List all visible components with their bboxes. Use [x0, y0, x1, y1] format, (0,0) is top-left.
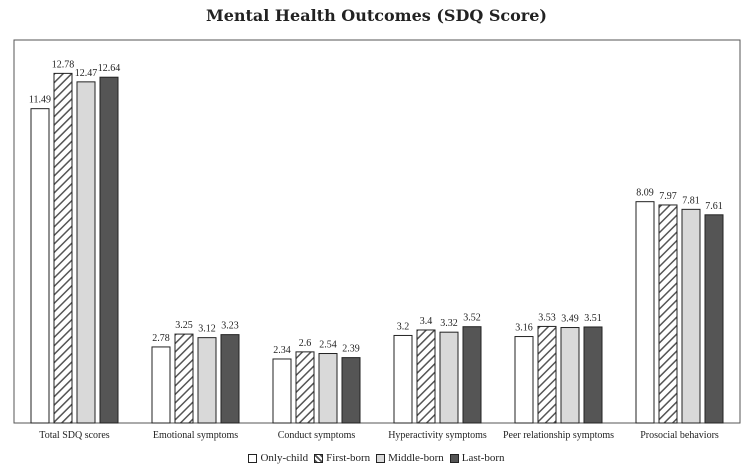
data-label: 7.61 [705, 201, 723, 212]
data-label: 2.39 [342, 344, 360, 355]
bar-middle-born-1 [197, 337, 217, 424]
bar-last-born-2 [341, 357, 361, 424]
bar-middle-born-5 [681, 208, 701, 424]
x-tick-label: Conduct symptoms [278, 430, 356, 441]
data-label: 11.49 [29, 95, 51, 106]
bar-last-born-5 [704, 214, 724, 424]
data-label: 3.52 [463, 313, 481, 324]
legend-item-first-born: First-born [314, 452, 370, 464]
bar-last-born-4 [583, 326, 603, 424]
data-label: 2.54 [319, 340, 337, 351]
bar-middle-born-2 [318, 353, 338, 424]
data-label: 3.23 [221, 321, 239, 332]
legend-swatch [248, 453, 258, 463]
legend-item-middle-born: Middle-born [376, 452, 444, 464]
bar-only-child-5 [635, 201, 655, 424]
legend-swatch [449, 453, 459, 463]
data-label: 12.78 [52, 59, 75, 70]
x-tick-label: Hyperactivity symptoms [388, 430, 487, 441]
legend-label: Only-child [260, 452, 309, 464]
data-label: 2.34 [273, 345, 291, 356]
bar-last-born-1 [220, 334, 240, 424]
legend-label: Middle-born [388, 452, 444, 464]
data-label: 3.12 [198, 324, 216, 335]
legend-swatch [314, 453, 324, 463]
data-label: 3.16 [515, 323, 533, 334]
bar-last-born-0 [99, 76, 119, 424]
bar-first-born-1 [174, 333, 194, 424]
data-label: 12.47 [75, 68, 98, 79]
bar-only-child-3 [393, 334, 413, 424]
data-label: 3.2 [397, 321, 410, 332]
bar-middle-born-0 [76, 81, 96, 424]
bar-only-child-4 [514, 336, 534, 424]
x-tick-label: Total SDQ scores [39, 430, 110, 441]
bar-first-born-2 [295, 351, 315, 424]
data-label: 3.4 [420, 316, 433, 327]
legend-item-last-born: Last-born [449, 452, 505, 464]
legend-label: Last-born [461, 452, 505, 464]
data-label: 2.78 [152, 333, 170, 344]
bar-first-born-4 [537, 325, 557, 424]
data-label: 3.49 [561, 314, 579, 325]
bar-only-child-2 [272, 358, 292, 424]
data-label: 3.53 [538, 312, 556, 323]
legend-swatch [376, 453, 386, 463]
chart-legend: Only-child First-born Middle-born Last-born [0, 452, 753, 464]
x-tick-label: Peer relationship symptoms [503, 430, 614, 441]
bar-first-born-5 [658, 204, 678, 424]
bar-only-child-0 [30, 108, 50, 424]
bar-middle-born-4 [560, 327, 580, 424]
data-label: 3.32 [440, 318, 458, 329]
chart-title: Mental Health Outcomes (SDQ Score) [206, 6, 547, 25]
data-label: 3.25 [175, 320, 193, 331]
bar-middle-born-3 [439, 331, 459, 424]
bar-last-born-3 [462, 326, 482, 424]
legend-item-only-child: Only-child [248, 452, 308, 464]
data-label: 8.09 [636, 188, 654, 199]
bar-first-born-3 [416, 329, 436, 424]
data-label: 7.81 [682, 195, 700, 206]
data-label: 7.97 [659, 191, 677, 202]
data-label: 2.6 [299, 338, 312, 349]
x-tick-label: Prosocial behaviors [640, 430, 719, 441]
x-tick-label: Emotional symptoms [153, 430, 238, 441]
data-label: 12.64 [98, 63, 121, 74]
bar-only-child-1 [151, 346, 171, 424]
legend-label: First-born [326, 452, 371, 464]
bar-first-born-0 [53, 72, 73, 424]
data-label: 3.51 [584, 313, 602, 324]
plot-frame [13, 39, 741, 424]
